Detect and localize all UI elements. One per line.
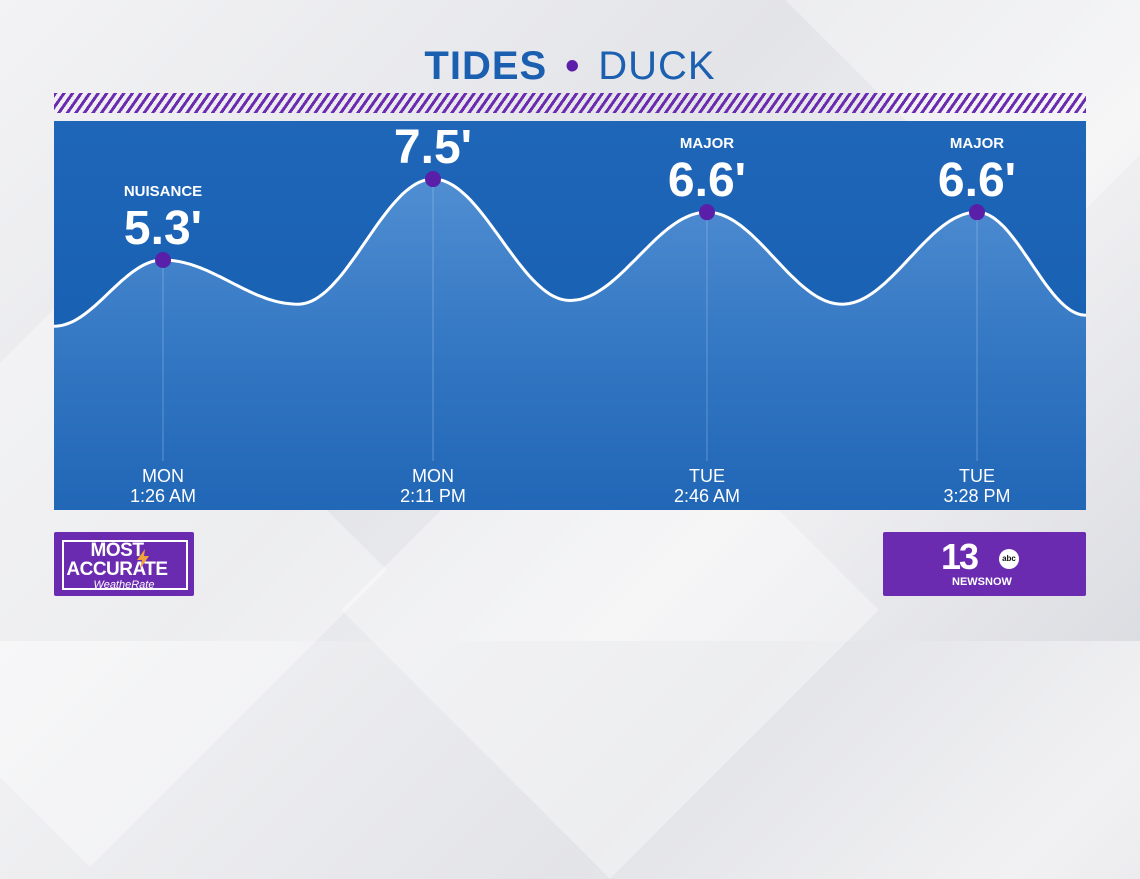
peak-marker bbox=[699, 204, 715, 221]
station-number: 13 bbox=[941, 536, 979, 577]
peak-marker bbox=[155, 252, 171, 268]
peak-value-label: 5.3' bbox=[124, 202, 202, 255]
page-title: TIDES • DUCK bbox=[0, 44, 1140, 89]
title-text: TIDES bbox=[424, 44, 548, 88]
peak-value-label: 6.6' bbox=[668, 154, 746, 207]
peak-time-label: 1:26 AM bbox=[130, 486, 196, 506]
abc-text: abc bbox=[1002, 554, 1016, 563]
location-text: DUCK bbox=[598, 44, 716, 88]
peak-value-label: 6.6' bbox=[938, 154, 1016, 207]
peak-day-label: TUE bbox=[959, 466, 995, 486]
peak-day-label: TUE bbox=[689, 466, 725, 486]
decorative-stripe bbox=[54, 93, 1086, 113]
peak-day-label: MON bbox=[142, 466, 184, 486]
peak-time-label: 3:28 PM bbox=[943, 486, 1010, 506]
logo-frame bbox=[62, 540, 188, 590]
peak-level-label: MAJOR bbox=[680, 135, 734, 152]
most-accurate-logo: MOST ACCURATE WeatheRate bbox=[54, 532, 194, 596]
tide-area-fill bbox=[54, 179, 1086, 510]
peak-value-label: 7.5' bbox=[394, 121, 472, 174]
abc-logo-icon: abc bbox=[999, 549, 1019, 569]
logo-line1: MOST bbox=[90, 540, 144, 561]
peak-day-label: MON bbox=[412, 466, 454, 486]
logo-line3: WeatheRate bbox=[93, 579, 155, 591]
tide-curve bbox=[54, 177, 1086, 328]
lightning-bolt-icon bbox=[137, 549, 149, 569]
peak-level-label: MAJOR bbox=[950, 135, 1004, 152]
peak-level-label: NUISANCE bbox=[124, 183, 202, 200]
title-separator: • bbox=[565, 44, 581, 88]
peak-time-label: 2:11 PM bbox=[400, 486, 466, 506]
station-logo: 13 abc NEWSNOW bbox=[883, 532, 1086, 596]
logo-line2: ACCURATE bbox=[66, 559, 168, 580]
brand-text: NEWSNOW bbox=[952, 576, 1012, 588]
peak-marker bbox=[969, 204, 985, 221]
peak-marker bbox=[425, 171, 441, 188]
peak-time-label: 2:46 AM bbox=[674, 486, 740, 506]
